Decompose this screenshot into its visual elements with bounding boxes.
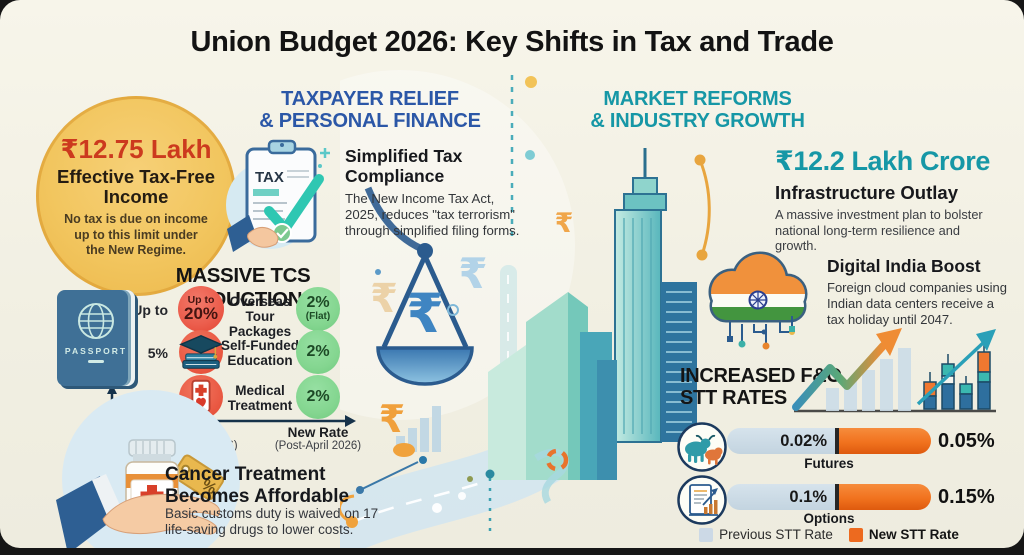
options-previous-rate: 0.1% [727, 484, 835, 510]
options-document-icon [676, 474, 728, 526]
new-rate-sub: (Post-April 2026) [274, 440, 362, 452]
tax-free-heading: Effective Tax-Free Income [57, 165, 215, 208]
circuit-decor [340, 154, 711, 538]
center-city-illustration: ₹ ₹ ₹ ₹ ₹ [340, 70, 711, 548]
passport-icon: PASSPORT [57, 290, 135, 386]
tcs-row2-item: Self-Funded Education [221, 338, 299, 369]
new-rate-note: (Flat) [305, 311, 331, 323]
rupee-glyph-blue: ₹ [458, 250, 487, 297]
medicine-bottle-hand-icon: % [56, 439, 225, 548]
tcs-row1-new-rate-badge: 2% (Flat) [296, 287, 340, 331]
cancer-body: Basic customs duty is waived on 17 life-… [165, 506, 379, 538]
legend-swatch-new [848, 527, 863, 542]
passport-dash [88, 360, 104, 363]
growth-chart-icon [792, 328, 996, 413]
infra-body: A massive investment plan to bolster nat… [775, 207, 983, 254]
rupee-glyph: ₹ [406, 284, 444, 344]
tax-clipboard-icon: TAX [226, 139, 330, 252]
bar-divider [835, 484, 839, 510]
rupee-glyph-small: ₹ [555, 208, 574, 238]
tax-free-income-badge: ₹12.75 Lakh Effective Tax-Free Income No… [36, 96, 236, 296]
new-rate-value: 2% [306, 388, 330, 405]
skyline-buildings [488, 148, 697, 480]
legend-label-previous: Previous STT Rate [719, 527, 833, 542]
simplified-tax-body: The New Income Tax Act, 2025, reduces "t… [345, 191, 520, 239]
options-label: Options [803, 511, 855, 526]
options-new-rate: 0.15% [938, 486, 995, 508]
tcs-row1-item: Overseas Tour Packages [228, 294, 292, 340]
futures-new-rate-bar [839, 428, 931, 454]
legend-item-previous: Previous STT Rate [699, 527, 833, 542]
section-heading-taxpayer: TAXPAYER RELIEF & PERSONAL FINANCE [259, 88, 481, 133]
digital-india-body: Foreign cloud companies using Indian dat… [827, 280, 1007, 327]
digital-india-heading: Digital India Boost [827, 256, 981, 276]
stt-legend: Previous STT Rate New STT Rate [694, 527, 964, 542]
futures-previous-rate: 0.02% [727, 428, 835, 454]
india-cloud-icon [708, 251, 808, 350]
infra-heading: Infrastructure Outlay [775, 182, 958, 203]
options-new-rate-bar [839, 484, 931, 510]
tcs-row3-new-rate-badge: 2% [296, 375, 340, 419]
legend-swatch-previous [699, 527, 714, 542]
cancer-heading: Cancer Treatment Becomes Affordable [165, 464, 350, 507]
old-rate-line2: 20% [183, 304, 219, 324]
new-rate-value: 2% [306, 343, 330, 360]
price-tag-icon: % [172, 454, 225, 501]
page-title: Union Budget 2026: Key Shifts in Tax and… [190, 26, 834, 58]
bull-bear-icon [676, 421, 728, 473]
bar-divider [835, 428, 839, 454]
globe-icon [78, 303, 114, 339]
cloud-circuit-lines [729, 316, 793, 344]
tcs-row3-item: Medical Treatment [227, 383, 293, 414]
legend-label-new: New STT Rate [868, 527, 959, 542]
tax-free-body: No tax is due on income up to this limit… [64, 212, 208, 257]
simplified-tax-heading: Simplified Tax Compliance [345, 146, 463, 187]
tcs-row1-old-rate-badge: Up to 20% [178, 286, 224, 332]
tax-free-amount: ₹12.75 Lakh [60, 133, 212, 164]
passport-label: PASSPORT [64, 346, 128, 356]
tcs-row2-new-rate-badge: 2% [296, 330, 340, 374]
section-heading-market: MARKET REFORMS & INDUSTRY GROWTH [590, 88, 805, 133]
new-rate-label: New Rate [287, 425, 349, 440]
infra-amount: ₹12.2 Lakh Crore [775, 146, 990, 176]
options-rate-bar: 0.1% [727, 484, 931, 510]
rupee-glyph-faded: ₹ [370, 277, 398, 321]
futures-label: Futures [804, 456, 854, 471]
tcs-row1-prefix: Up to [132, 302, 168, 318]
graduation-cap-icon [179, 330, 223, 374]
tcs-row2-prefix: 5% [147, 345, 168, 361]
legend-item-new: New STT Rate [848, 527, 959, 542]
futures-new-rate: 0.05% [938, 430, 995, 452]
futures-rate-bar: 0.02% [727, 428, 931, 454]
balance-scale-icon: ₹ [364, 186, 474, 386]
clipboard-tax-label: TAX [255, 169, 284, 186]
new-rate-value: 2% [306, 294, 330, 312]
old-rate-line1: Up to [187, 293, 215, 306]
rupee-glyph-orange: ₹ [379, 399, 405, 441]
stt-heading: INCREASED F&O STT RATES [680, 365, 842, 409]
